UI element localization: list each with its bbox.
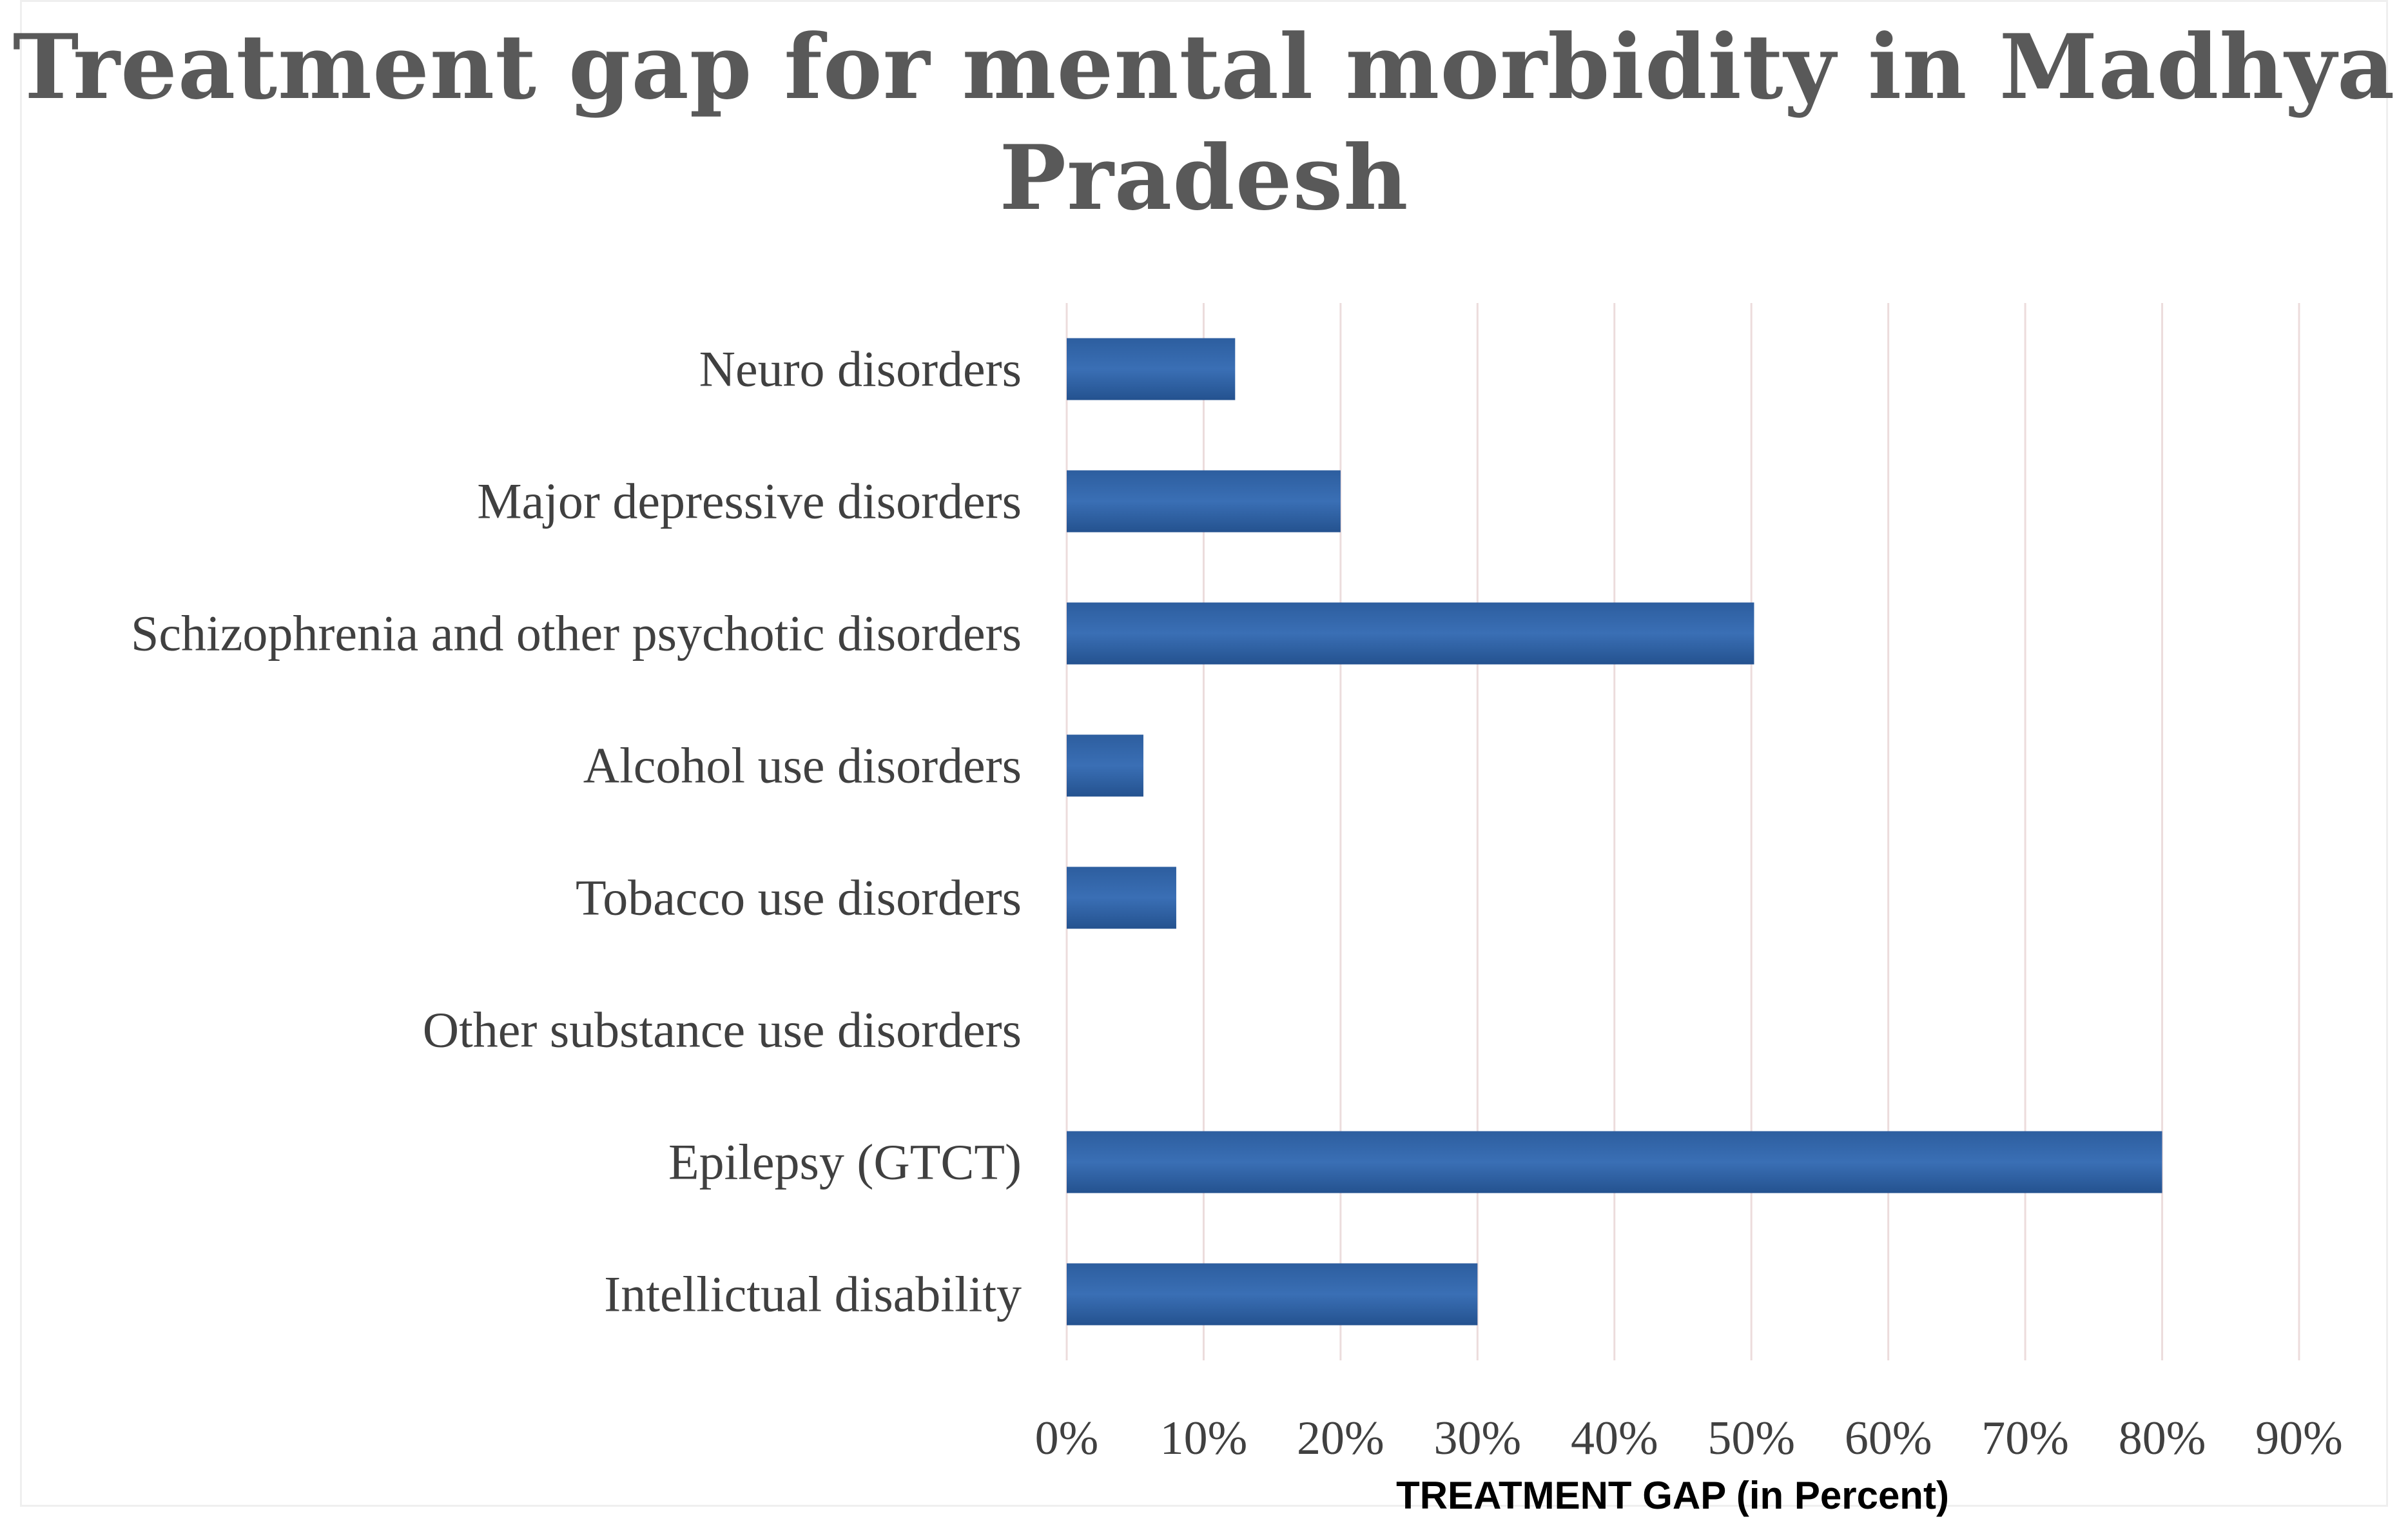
bar: [1067, 734, 1143, 797]
x-axis-title: TREATMENT GAP (in Percent): [1396, 1474, 1949, 1517]
x-tick-label: 40%: [1571, 1412, 1658, 1465]
bar: [1067, 1131, 2162, 1193]
category-label: Alcohol use disorders: [583, 738, 1022, 794]
category-label: Neuro disorders: [699, 341, 1022, 397]
category-label: Other substance use disorders: [423, 1002, 1022, 1058]
category-label: Schizophrenia and other psychotic disord…: [131, 605, 1022, 661]
category-label: Epilepsy (GTCT): [668, 1134, 1022, 1190]
x-tick-label: 90%: [2255, 1412, 2343, 1465]
x-tick-label: 80%: [2119, 1412, 2206, 1465]
bar: [1067, 1263, 1478, 1326]
x-tick-label: 60%: [1845, 1412, 1932, 1465]
category-label: Tobacco use disorders: [576, 870, 1022, 926]
category-label: Intellictual disability: [604, 1266, 1022, 1322]
gridlines: [1065, 303, 2300, 1360]
bars: [1067, 338, 2162, 1326]
x-tick-label: 30%: [1434, 1412, 1522, 1465]
x-tick-label: 0%: [1035, 1412, 1099, 1465]
bar: [1067, 602, 1754, 665]
category-label: Major depressive disorders: [477, 473, 1022, 529]
x-tick-label: 70%: [1981, 1412, 2069, 1465]
bar: [1067, 338, 1236, 400]
x-tick-label: 20%: [1297, 1412, 1384, 1465]
x-tick-label: 10%: [1160, 1412, 1248, 1465]
x-tick-labels: 0% 10% 20% 30% 40% 50% 60% 70% 80% 90%: [1035, 1412, 2343, 1465]
bar: [1067, 867, 1176, 929]
chart-title: Treatment gap for mental morbidity in Ma…: [12, 14, 2396, 230]
x-tick-label: 50%: [1707, 1412, 1795, 1465]
bar: [1067, 470, 1341, 533]
category-labels: Neuro disorders Major depressive disorder…: [131, 341, 1022, 1322]
